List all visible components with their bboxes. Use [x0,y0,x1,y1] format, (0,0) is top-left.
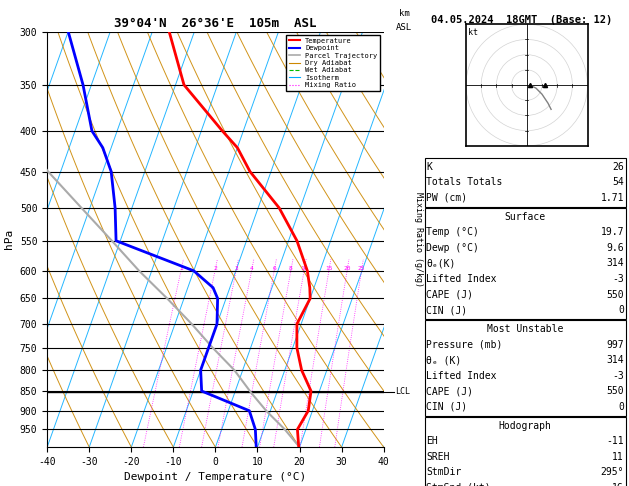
Text: CIN (J): CIN (J) [426,305,467,315]
Text: Lifted Index: Lifted Index [426,274,497,284]
Text: kt: kt [469,28,479,37]
Text: 8: 8 [289,266,292,271]
Text: Surface: Surface [504,212,546,222]
Text: Hodograph: Hodograph [499,421,552,431]
Text: 10: 10 [300,266,308,271]
Text: 295°: 295° [601,468,624,477]
Text: Mixing Ratio (g/kg): Mixing Ratio (g/kg) [414,192,423,287]
X-axis label: Dewpoint / Temperature (°C): Dewpoint / Temperature (°C) [125,472,306,483]
Text: θₑ (K): θₑ (K) [426,355,462,365]
Text: 0: 0 [618,305,624,315]
Text: 6: 6 [272,266,276,271]
Text: StmSpd (kt): StmSpd (kt) [426,483,491,486]
Text: θₑ(K): θₑ(K) [426,259,456,268]
Text: -3: -3 [612,371,624,381]
Text: 314: 314 [606,355,624,365]
Text: 4: 4 [250,266,253,271]
Y-axis label: hPa: hPa [4,229,14,249]
Text: 2: 2 [213,266,217,271]
Legend: Temperature, Dewpoint, Parcel Trajectory, Dry Adiabat, Wet Adiabat, Isotherm, Mi: Temperature, Dewpoint, Parcel Trajectory… [286,35,380,91]
Text: Most Unstable: Most Unstable [487,324,564,334]
Text: CAPE (J): CAPE (J) [426,386,474,396]
Text: PW (cm): PW (cm) [426,193,467,203]
Text: CAPE (J): CAPE (J) [426,290,474,299]
Text: 0: 0 [618,402,624,412]
Text: LCL: LCL [395,387,410,397]
Text: 314: 314 [606,259,624,268]
Text: 15: 15 [325,266,333,271]
Text: Dewp (°C): Dewp (°C) [426,243,479,253]
Text: 11: 11 [612,452,624,462]
Text: 550: 550 [606,386,624,396]
Text: 997: 997 [606,340,624,349]
Text: Totals Totals: Totals Totals [426,177,503,187]
Text: 25: 25 [358,266,365,271]
Text: 20: 20 [343,266,351,271]
Text: 3: 3 [234,266,238,271]
Text: 1: 1 [179,266,183,271]
Text: ASL: ASL [396,22,412,32]
Text: 9.6: 9.6 [606,243,624,253]
Text: km: km [399,9,409,18]
Text: 26: 26 [612,162,624,172]
Text: Pressure (mb): Pressure (mb) [426,340,503,349]
Text: 19.7: 19.7 [601,227,624,237]
Text: -3: -3 [612,274,624,284]
Text: StmDir: StmDir [426,468,462,477]
Text: 54: 54 [612,177,624,187]
Text: -11: -11 [606,436,624,446]
Text: 550: 550 [606,290,624,299]
Text: SREH: SREH [426,452,450,462]
Text: EH: EH [426,436,438,446]
Title: 39°04'N  26°36'E  105m  ASL: 39°04'N 26°36'E 105m ASL [114,17,316,31]
Text: 04.05.2024  18GMT  (Base: 12): 04.05.2024 18GMT (Base: 12) [431,15,612,25]
Text: 1.71: 1.71 [601,193,624,203]
Text: Lifted Index: Lifted Index [426,371,497,381]
Text: 16: 16 [612,483,624,486]
Text: K: K [426,162,432,172]
Text: Temp (°C): Temp (°C) [426,227,479,237]
Text: CIN (J): CIN (J) [426,402,467,412]
